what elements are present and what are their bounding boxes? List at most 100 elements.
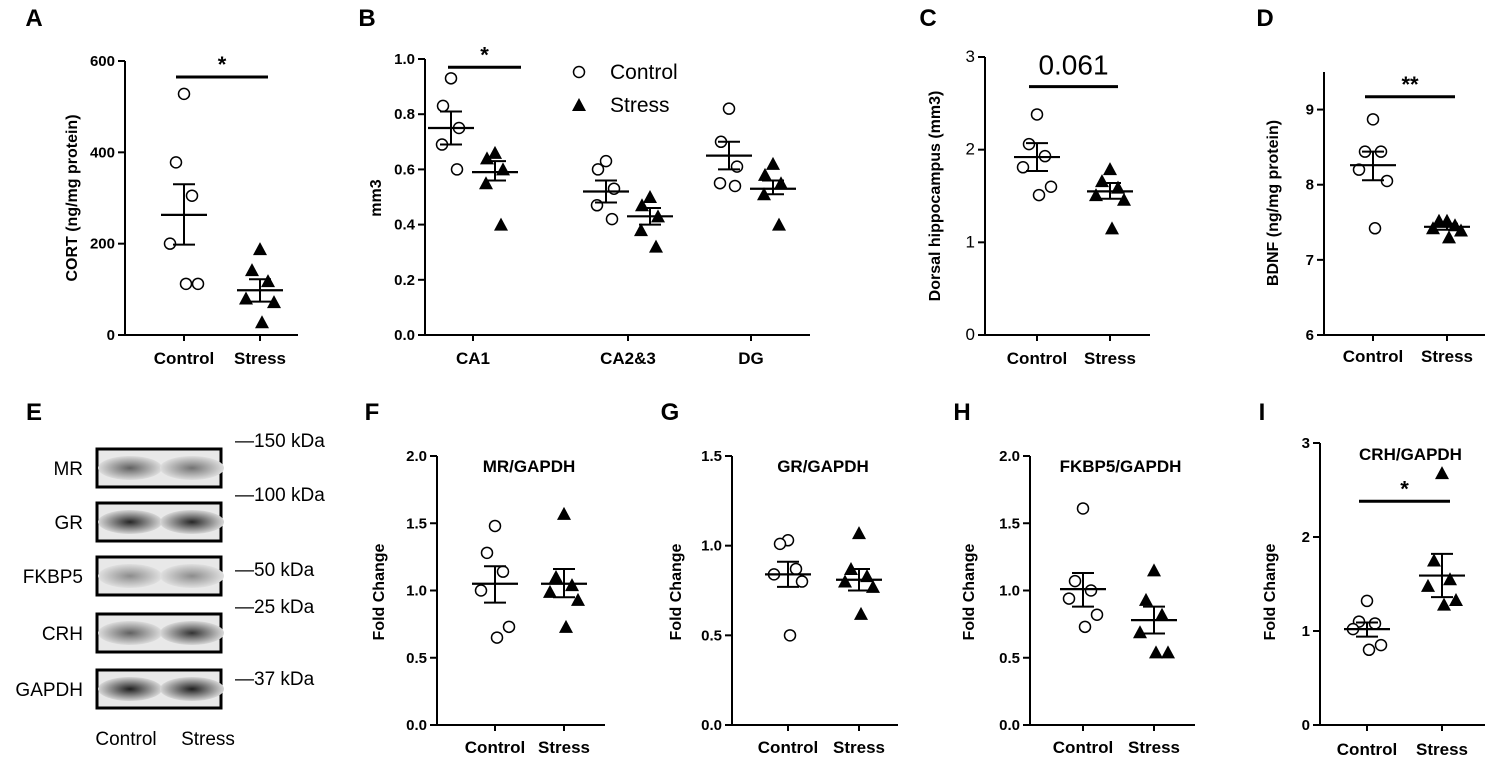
control-point	[444, 72, 458, 85]
x-category-label: Stress	[538, 738, 590, 757]
stress-point	[766, 156, 780, 170]
chart-title: FKBP5/GAPDH	[1060, 457, 1182, 476]
y-tick-label: 200	[90, 236, 115, 253]
chart-title: MR/GAPDH	[483, 457, 576, 476]
x-category-label: Control	[465, 738, 525, 757]
control-point	[1078, 620, 1092, 634]
blot-band	[160, 456, 224, 480]
legend-control-marker	[572, 65, 586, 79]
y-tick-label: 2	[1302, 529, 1310, 546]
y-tick-label: 7	[1306, 252, 1314, 269]
control-point	[795, 575, 809, 588]
y-tick-label: 0.2	[394, 272, 415, 289]
y-axis-label: CORT (ng/mg protein)	[64, 114, 81, 281]
y-tick-label: 0.0	[406, 717, 427, 734]
x-category-label: Stress	[1416, 740, 1468, 759]
panel-d: D 6 7 8 9 BDNF (ng/mg protein) Control Stress **	[1256, 5, 1485, 366]
y-tick-label: 3	[966, 47, 975, 66]
stress-point	[634, 223, 648, 237]
stress-point	[496, 162, 510, 176]
stress-point	[854, 606, 868, 620]
legend-control-label: Control	[610, 61, 678, 84]
lane-label-control: Control	[95, 729, 156, 750]
control-point	[783, 629, 797, 642]
stress-point	[1443, 572, 1457, 586]
blot-band	[160, 677, 224, 701]
y-axis-label: Fold Change	[371, 543, 388, 640]
significance-label: 0.061	[1038, 50, 1108, 81]
control-point	[605, 212, 619, 226]
kda-marker: —37 kDa	[235, 669, 315, 690]
stress-point	[643, 190, 657, 203]
stress-point	[255, 315, 269, 329]
blot-band	[98, 564, 162, 588]
control-point	[590, 199, 604, 212]
y-tick-label: 0	[107, 327, 115, 344]
x-category-label: Stress	[1084, 349, 1136, 368]
panel-i: I 0 1 2 3 Fold Change Control Stress CRH/GAPDH *	[1259, 399, 1485, 759]
y-tick-label: 2	[966, 140, 975, 159]
y-tick-label: 0.5	[999, 650, 1020, 667]
panel-h: H 0.0 0.5 1.0 1.5 2.0 Fold Change Control Stress…	[953, 399, 1195, 757]
x-category-label: Control	[154, 349, 214, 368]
x-category-label: CA2&3	[600, 349, 656, 368]
blot-band-label: CRH	[42, 624, 83, 645]
stress-point	[1161, 645, 1175, 659]
stress-point	[838, 574, 852, 588]
y-tick-label: 1.5	[406, 515, 427, 532]
control-point	[1076, 502, 1090, 515]
blot-band	[160, 564, 224, 588]
y-tick-label: 0.5	[406, 650, 427, 667]
blot-band-label: FKBP5	[23, 567, 83, 588]
y-tick-label: 1.0	[701, 538, 722, 555]
blot-band-label: GAPDH	[15, 680, 83, 701]
panel-letter: E	[26, 399, 42, 426]
y-tick-label: 400	[90, 144, 115, 161]
kda-marker: —25 kDa	[235, 597, 315, 618]
significance-label: *	[218, 52, 227, 77]
panel-e-western-blot: E MR —150 kDa GR —100 kDa FKBP5 —50 kDa CRH —25 …	[15, 399, 325, 750]
x-category-label: Control	[1007, 349, 1067, 368]
y-tick-label: 1.0	[394, 51, 415, 68]
y-tick-label: 0.0	[701, 717, 722, 734]
stress-point	[1437, 597, 1451, 611]
panel-c: C 0 1 2 3 Dorsal hippocampus (mm3) Control Stre…	[919, 5, 1150, 368]
panel-g: G 0.0 0.5 1.0 1.5 Fold Change Control Stress GR/…	[661, 399, 898, 757]
y-tick-label: 1.0	[999, 583, 1020, 600]
y-tick-label: 0	[966, 325, 975, 344]
control-point	[722, 102, 736, 115]
blot-band-label: MR	[53, 459, 83, 480]
y-tick-label: 9	[1306, 102, 1314, 119]
blot-band	[98, 510, 162, 534]
legend: Control Stress	[572, 61, 678, 117]
stress-point	[649, 239, 663, 253]
control-point	[169, 156, 183, 169]
control-point	[480, 546, 494, 560]
y-tick-label: 1	[1302, 623, 1310, 640]
stress-point	[543, 584, 557, 598]
y-tick-label: 3	[1302, 435, 1310, 452]
y-tick-label: 1.5	[701, 448, 722, 465]
control-point	[789, 562, 803, 576]
y-tick-label: 0.4	[394, 217, 416, 234]
control-point	[450, 163, 464, 176]
control-point	[191, 277, 205, 291]
stress-point	[1133, 625, 1147, 639]
y-axis-label: Fold Change	[668, 543, 685, 640]
control-point	[1068, 574, 1082, 588]
stress-point	[1435, 466, 1449, 480]
lane-label-stress: Stress	[181, 729, 235, 750]
stress-point	[772, 217, 786, 231]
y-tick-label: 0.0	[999, 717, 1020, 734]
stress-point	[1427, 553, 1441, 567]
stress-point	[1147, 563, 1161, 577]
kda-marker: —150 kDa	[235, 431, 325, 452]
y-tick-label: 0.8	[394, 106, 415, 123]
y-tick-label: 0	[1302, 717, 1310, 734]
x-category-label: CA1	[456, 349, 490, 368]
x-category-label: Control	[1053, 738, 1113, 757]
blot-band	[98, 456, 162, 480]
stress-point	[488, 145, 502, 159]
y-tick-label: 1.5	[999, 515, 1020, 532]
stress-point	[559, 619, 573, 633]
